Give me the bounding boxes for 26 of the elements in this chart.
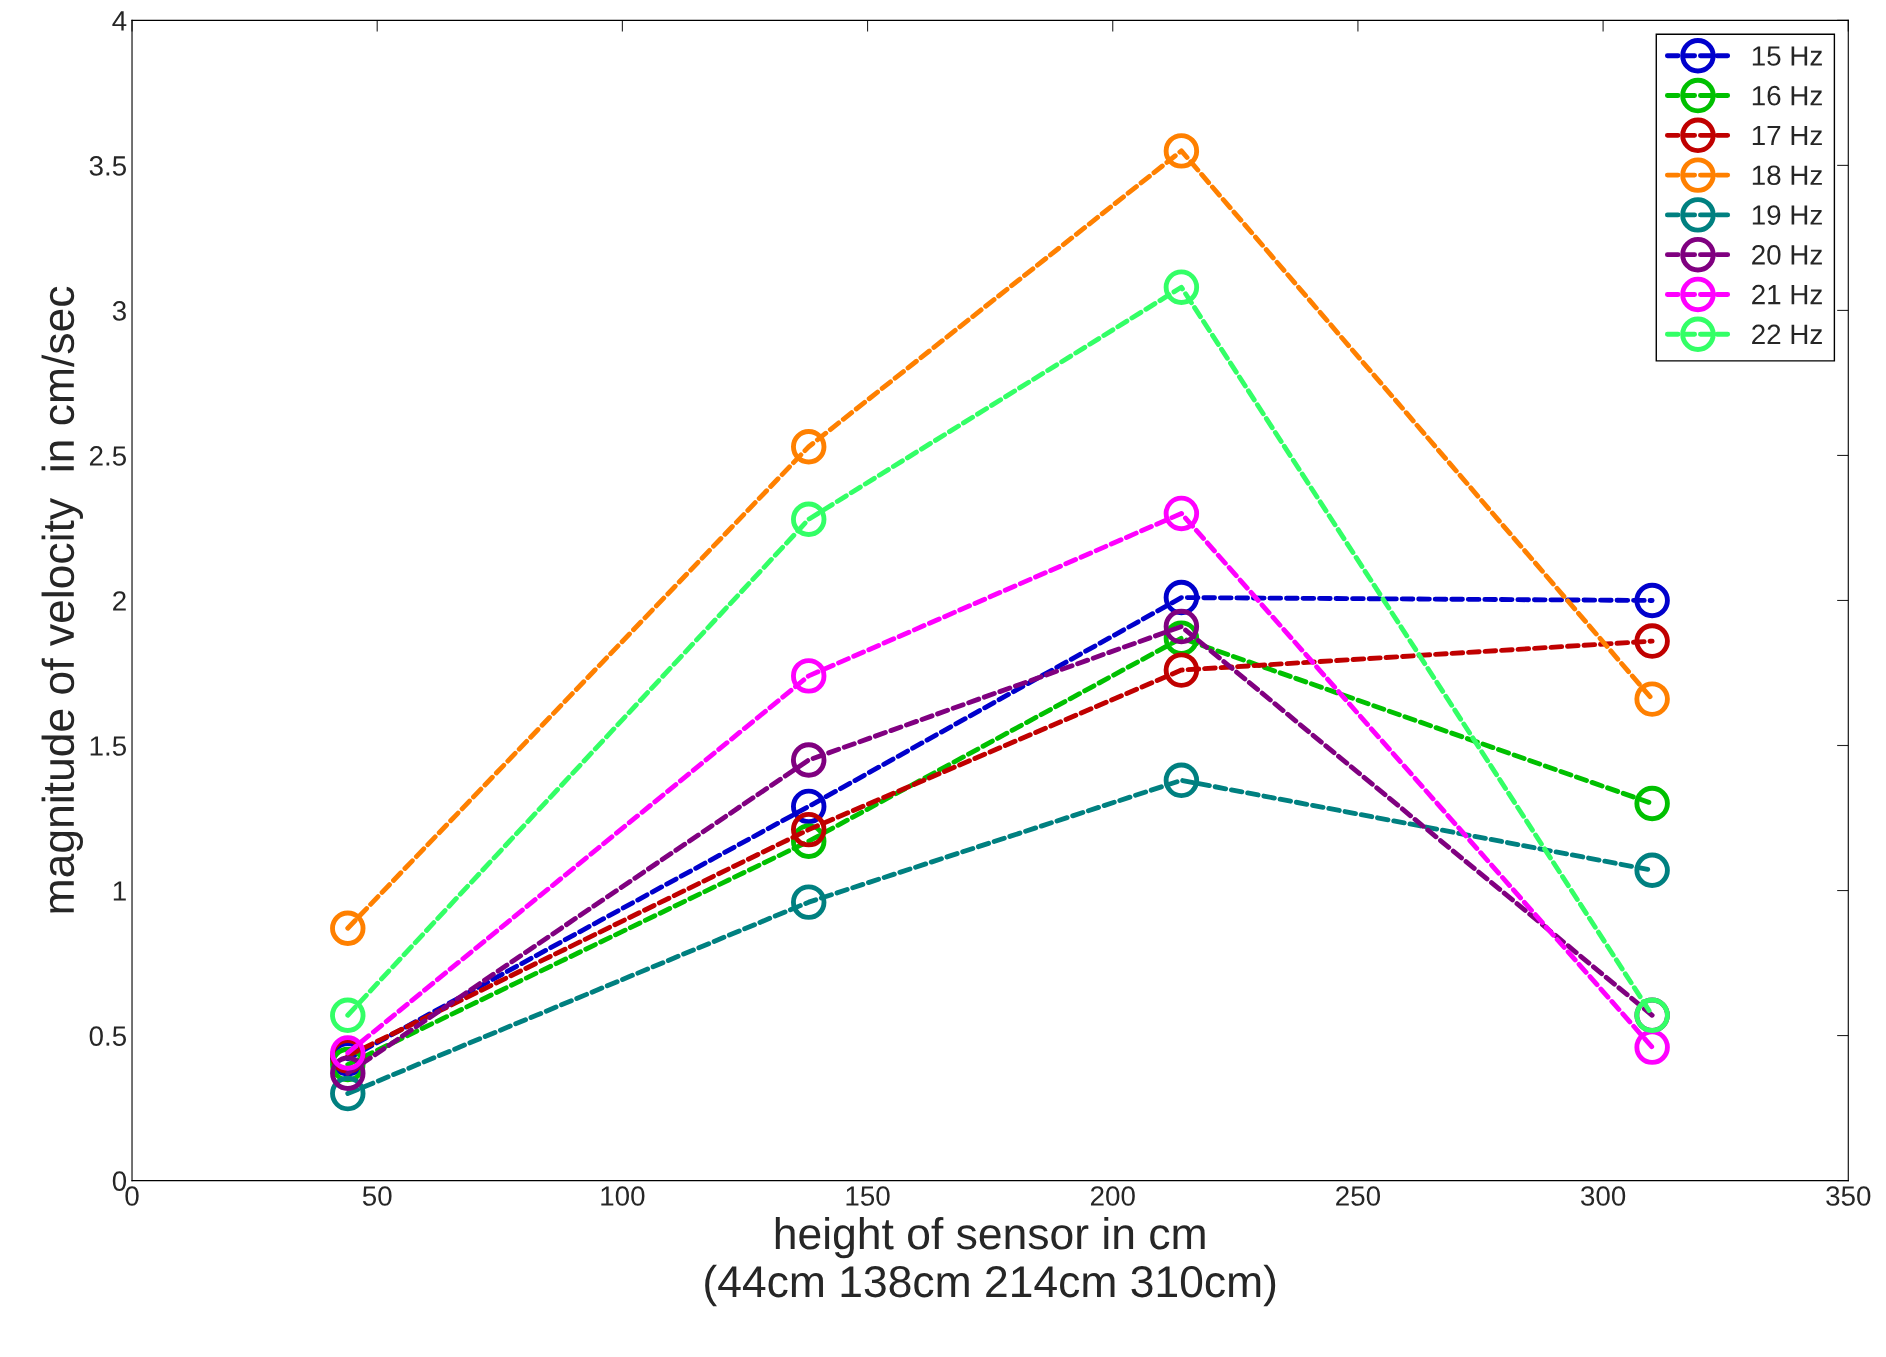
legend-label: 22 Hz [1752, 324, 1822, 344]
y-tick-label: 1.5 [90, 736, 126, 756]
y-tick-label: 2.5 [89, 446, 126, 466]
legend-label: 21 Hz [1752, 284, 1822, 305]
y-tick-label: 1 [113, 881, 126, 901]
x-tick-label: 300 [1580, 1186, 1626, 1206]
y-tick-label: 4 [112, 11, 127, 31]
x-tick-label: 100 [601, 1186, 645, 1206]
x-tick-label: 150 [846, 1186, 890, 1206]
legend-label: 18 Hz [1752, 165, 1822, 186]
x-tick-label: 350 [1826, 1186, 1871, 1206]
y-tick-label: 0 [112, 1171, 127, 1191]
x-tick-label: 50 [362, 1186, 392, 1206]
y-tick-label: 3.5 [89, 156, 126, 176]
y-tick-label: 0.5 [89, 1026, 126, 1046]
legend-label: 20 Hz [1752, 245, 1822, 265]
legend-label: 16 Hz [1752, 85, 1822, 106]
x-tick-label: 250 [1336, 1186, 1381, 1206]
legend-label: 19 Hz [1752, 205, 1822, 225]
x-axis-title: height of sensor in cm (44cm 138cm 214cm 310cm) [705, 1216, 1276, 1307]
legend-label: 17 Hz [1752, 125, 1822, 146]
y-tick-label: 3 [112, 301, 126, 321]
y-tick-label: 2 [113, 591, 126, 611]
y-axis-title: magnitude of velocity in cm/sec [41, 286, 83, 913]
legend-label: 15 Hz [1752, 46, 1822, 66]
x-tick-label: 200 [1090, 1186, 1135, 1206]
